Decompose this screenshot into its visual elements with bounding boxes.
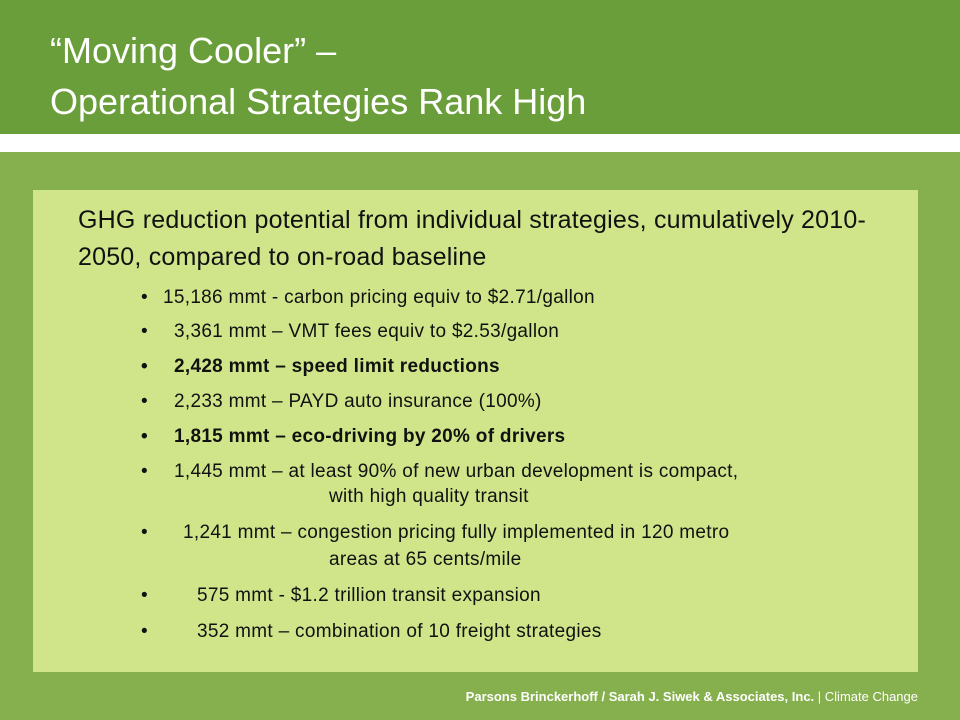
list-item-text: 1,445 mmt – at least 90% of new urban de… — [174, 461, 739, 482]
list-item-text: 15,186 mmt - carbon pricing equiv to $2.… — [163, 287, 595, 308]
bullet-dot: • — [141, 287, 148, 308]
title-bar: “Moving Cooler” – Operational Strategies… — [0, 0, 960, 134]
bullet-dot: • — [141, 356, 148, 377]
content-box — [33, 190, 918, 672]
footer-topic: Climate Change — [824, 689, 918, 704]
footer: Parsons Brinckerhoff / Sarah J. Siwek & … — [466, 689, 918, 704]
bullet-dot: • — [141, 461, 148, 482]
list-item-text: 2,233 mmt – PAYD auto insurance (100%) — [174, 391, 542, 412]
bullet-dot: • — [141, 621, 148, 642]
list-item-text: 1,241 mmt – congestion pricing fully imp… — [183, 522, 730, 543]
list-item-text: 1,815 mmt – eco-driving by 20% of driver… — [174, 426, 566, 447]
bullet-dot: • — [141, 426, 148, 447]
slide-title-line-1: “Moving Cooler” – — [50, 30, 337, 71]
list-item-text: 575 mmt - $1.2 trillion transit expansio… — [197, 585, 541, 606]
slide-title-line-2: Operational Strategies Rank High — [50, 81, 587, 122]
content-heading: GHG reduction potential from individual … — [78, 206, 866, 271]
footer-authors: Parsons Brinckerhoff / Sarah J. Siwek & … — [465, 689, 815, 704]
footer-separator: | — [814, 689, 825, 704]
list-item-continuation: with high quality transit — [329, 486, 529, 507]
title-divider-band — [0, 134, 960, 152]
bullet-dot: • — [141, 321, 148, 342]
bullet-dot: • — [141, 391, 148, 412]
bullet-dot: • — [141, 522, 148, 543]
list-item-text: 3,361 mmt – VMT fees equiv to $2.53/gall… — [174, 321, 560, 342]
list-item-text: 2,428 mmt – speed limit reductions — [174, 356, 500, 377]
bullet-dot: • — [141, 585, 148, 606]
list-item-text: 352 mmt – combination of 10 freight stra… — [197, 621, 602, 642]
list-item-continuation: areas at 65 cents/mile — [329, 549, 522, 570]
